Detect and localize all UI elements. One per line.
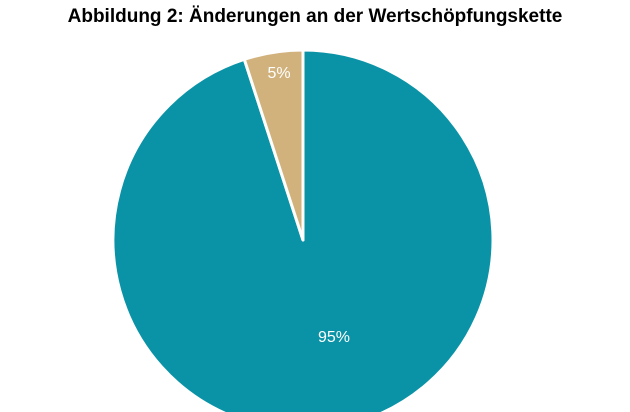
chart-title: Abbildung 2: Änderungen an der Wertschöp…: [67, 6, 563, 27]
pie-label-5: 5%: [267, 65, 290, 82]
pie-label-95: 95%: [318, 329, 350, 346]
pie-slice-5: [242, 48, 305, 242]
